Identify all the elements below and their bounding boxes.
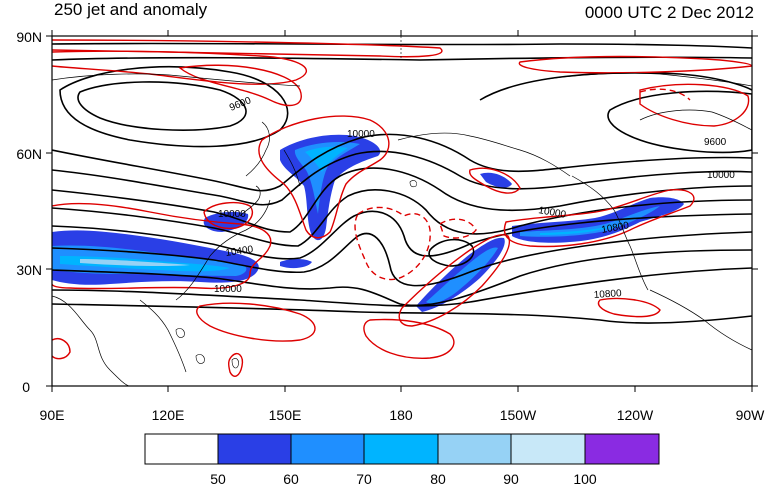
contour-label: 10800 (593, 288, 622, 301)
contour-label: 10800 (601, 220, 631, 236)
height-contour (77, 81, 247, 131)
coastline-north-america (649, 289, 752, 351)
anomaly-contour (52, 39, 443, 58)
anomaly-contour-dashed (439, 218, 477, 239)
height-contour (52, 267, 752, 307)
anomaly-contour (398, 234, 511, 327)
contour-label: 10000 (218, 209, 246, 220)
lon-label: 180 (389, 407, 413, 423)
coastline-asia (139, 299, 187, 373)
jet-ridge-pacific-center (305, 146, 348, 172)
lat-label: 30N (16, 262, 42, 278)
map-timestamp: 0000 UTC 2 Dec 2012 (584, 3, 754, 22)
height-contour (52, 249, 752, 307)
colorbar-box-4 (437, 433, 512, 465)
anomaly-contour-dashed (354, 206, 431, 281)
colorbar-label: 100 (573, 471, 597, 487)
island (195, 354, 205, 364)
contour-label: 10000 (537, 205, 567, 221)
contour-label: 9600 (704, 137, 727, 148)
coastline-arctic (539, 72, 752, 87)
anomaly-contour (597, 297, 661, 318)
height-contour (52, 189, 752, 247)
lon-label: 120E (152, 407, 185, 423)
lon-ticks (51, 30, 753, 392)
lon-label: 120W (617, 407, 654, 423)
lat-label: 0 (22, 379, 30, 395)
coastline-kamchatka (283, 149, 301, 187)
colorbar-box-6 (584, 433, 660, 465)
height-contour (52, 210, 752, 260)
colorbar-label: 60 (283, 471, 299, 487)
plot-frame (51, 35, 753, 387)
anomaly-contour (363, 318, 455, 359)
colorbar-box-5 (510, 433, 586, 465)
anomaly-contour (52, 338, 71, 360)
height-contour (607, 90, 752, 154)
lon-label: 150W (500, 407, 537, 423)
colorbar-label: 50 (210, 471, 226, 487)
lat-label: 90N (16, 29, 42, 45)
contour-label: 10000 (214, 284, 242, 295)
anomaly-contour (52, 202, 272, 290)
coastline-east-asia (245, 121, 270, 177)
height-contour (52, 42, 752, 49)
anomaly-contour (178, 64, 302, 107)
coastline-asia (52, 295, 131, 386)
lat-label: 60N (16, 146, 42, 162)
colorbar-label: 90 (503, 471, 519, 487)
colorbar-box-0 (144, 433, 219, 465)
lon-labels: 90E 120E 150E 180 150W 120W 90W (40, 407, 766, 423)
coastlines (52, 72, 752, 386)
contour-label: 10400 (225, 244, 255, 259)
colorbar-box-2 (290, 433, 365, 465)
anomaly-contour-dashed (639, 88, 691, 101)
colorbar-label: 80 (430, 471, 446, 487)
height-contour (428, 238, 475, 267)
height-contour (52, 303, 752, 324)
anomaly-contour (203, 201, 254, 230)
height-contour (52, 231, 752, 287)
colorbar-label: 70 (356, 471, 372, 487)
coastline-north-america (571, 175, 649, 291)
anomaly-contour (227, 352, 244, 377)
height-contour (52, 133, 752, 192)
contour-label: 10000 (347, 129, 375, 140)
lat-labels: 90N 60N 30N 0 (16, 29, 42, 395)
map-title: 250 jet and anomaly (54, 0, 208, 19)
height-contour (52, 167, 752, 233)
island-details (175, 180, 417, 369)
island (409, 180, 417, 188)
island (175, 328, 185, 338)
lon-label: 150E (269, 407, 302, 423)
coastline-alaska (397, 132, 571, 177)
anomaly-contour (196, 302, 316, 342)
jet-ridge-pacific-inner (294, 142, 360, 214)
colorbar-box-1 (217, 433, 292, 465)
anomaly-contour (258, 115, 390, 239)
coastline-siberia (52, 73, 301, 87)
anomaly-contour (639, 83, 750, 127)
height-contour (52, 150, 752, 206)
anomaly-contour (503, 189, 695, 248)
anomaly-contours (52, 39, 752, 377)
jet-core-asia-peak (80, 259, 190, 267)
island (231, 358, 239, 369)
jet-patch-alaska (480, 172, 512, 188)
jet-north-america-center (540, 225, 615, 235)
lat-ticks (46, 35, 758, 387)
coastline-east-asia (175, 199, 271, 301)
anomaly-contour (469, 167, 521, 194)
colorbar-box-3 (363, 433, 439, 465)
jet-patch-small (280, 259, 312, 269)
lon-label: 90W (736, 407, 766, 423)
colorbar: 50 60 70 80 90 100 (144, 433, 660, 487)
coastline-arctic (639, 109, 752, 131)
contour-label: 10000 (707, 170, 735, 181)
lon-label: 90E (40, 407, 65, 423)
coastline-japan (239, 185, 261, 217)
